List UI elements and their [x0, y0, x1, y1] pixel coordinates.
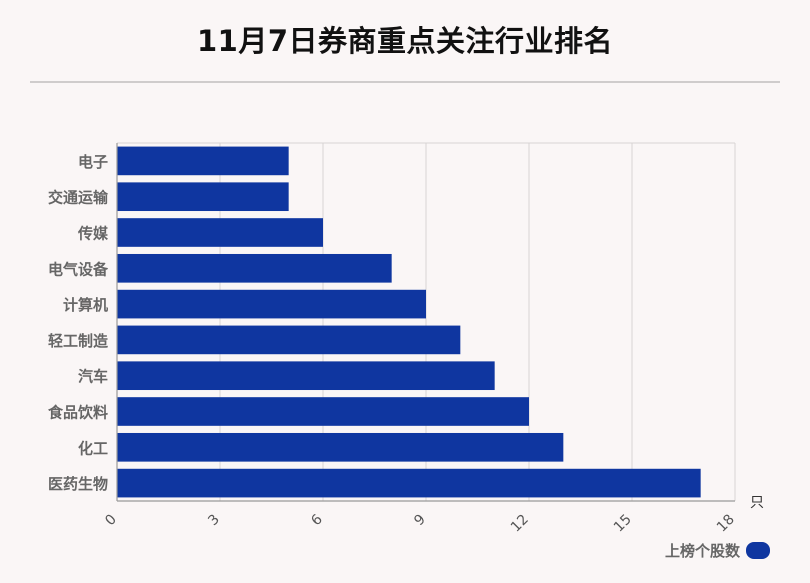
legend-label: 上榜个股数: [664, 542, 740, 560]
x-tick-label: 18: [714, 512, 738, 536]
category-label: 传媒: [77, 225, 109, 243]
bar: [117, 325, 461, 355]
legend[interactable]: 上榜个股数: [665, 540, 770, 561]
bar: [117, 432, 564, 462]
category-label: 轻工制造: [48, 332, 108, 350]
category-label: 计算机: [63, 296, 108, 314]
category-label: 电子: [78, 153, 108, 171]
bar: [117, 146, 289, 176]
bar: [117, 289, 426, 319]
category-label: 汽车: [78, 368, 108, 386]
bar: [117, 468, 701, 498]
legend-swatch: [746, 542, 770, 559]
x-tick-label: 12: [508, 512, 532, 536]
x-unit-label: 只: [750, 495, 764, 511]
x-tick-label: 3: [205, 512, 223, 530]
category-label: 食品饮料: [48, 404, 108, 422]
bar: [117, 397, 529, 426]
bar: [117, 218, 323, 247]
x-tick-label: 6: [308, 511, 326, 529]
category-label: 电气设备: [48, 260, 109, 278]
x-tick-label: 9: [411, 512, 429, 530]
bar: [117, 361, 495, 391]
x-tick-label: 0: [102, 512, 120, 530]
chart-title: 11月7日券商重点关注行业排名: [196, 24, 614, 58]
category-label: 交通运输: [48, 189, 109, 207]
category-label: 医药生物: [48, 475, 108, 493]
bar: [117, 182, 289, 212]
bar: [117, 253, 392, 283]
x-tick-label: 15: [611, 512, 635, 536]
title-divider: [30, 81, 780, 83]
category-label: 化工: [78, 439, 108, 457]
